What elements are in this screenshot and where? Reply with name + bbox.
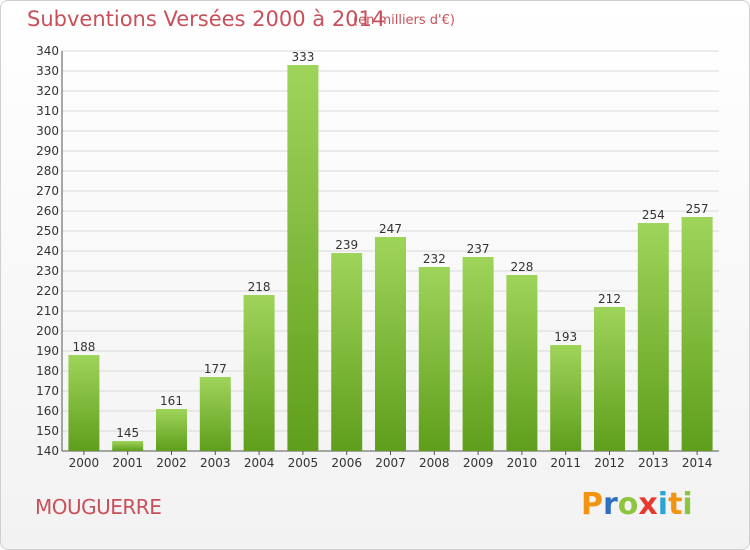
chart-unit-label: (en milliers d'€) [353, 13, 455, 28]
x-tick-label: 2000 [69, 456, 100, 470]
y-tick-label: 160 [36, 404, 59, 418]
x-tick-label: 2003 [200, 456, 231, 470]
data-label-2014: 257 [686, 202, 709, 216]
y-tick-label: 300 [36, 124, 59, 138]
data-label-2000: 188 [72, 340, 95, 354]
bar-2004[interactable] [243, 295, 275, 451]
bar-2014[interactable] [681, 217, 713, 451]
bar-2002[interactable] [156, 409, 187, 451]
x-tick-label: 2004 [244, 456, 275, 470]
y-tick-label: 180 [36, 364, 59, 378]
bar-2009[interactable] [462, 257, 494, 451]
data-label-2009: 237 [467, 242, 490, 256]
data-label-2011: 193 [554, 330, 577, 344]
axes: 140 150 160 170 180 190 200 210 220 230 240 250 260 2… [36, 44, 719, 470]
data-label-2010: 228 [510, 260, 533, 274]
y-tick-label: 240 [36, 244, 59, 258]
y-tick-label: 320 [36, 84, 59, 98]
data-label-2006: 239 [335, 238, 358, 252]
bar-2005[interactable] [287, 65, 319, 451]
data-label-2001: 145 [116, 426, 139, 440]
data-label-2002: 161 [160, 394, 183, 408]
data-label-2013: 254 [642, 208, 665, 222]
data-labels: 188 145 161 177 218 333 239 247 232 237 228 193 212 2… [72, 50, 708, 440]
chart-title: Subventions Versées 2000 à 2014 [27, 7, 386, 31]
bar-2010[interactable] [506, 275, 538, 451]
x-tick-label: 2006 [331, 456, 362, 470]
bar-2006[interactable] [331, 253, 363, 451]
y-tick-label: 340 [36, 44, 59, 58]
bar-2011[interactable] [550, 345, 582, 451]
bar-2012[interactable] [594, 307, 625, 451]
y-tick-label: 330 [36, 64, 59, 78]
bar-2007[interactable] [375, 237, 406, 451]
x-tick-label: 2008 [419, 456, 450, 470]
data-label-2005: 333 [291, 50, 314, 64]
y-tick-label: 230 [36, 264, 59, 278]
y-tick-label: 140 [36, 444, 59, 458]
y-tick-label: 210 [36, 304, 59, 318]
data-label-2004: 218 [248, 280, 271, 294]
x-tick-label: 2007 [375, 456, 406, 470]
bar-2001[interactable] [112, 441, 144, 451]
y-tick-label: 150 [36, 424, 59, 438]
y-tick-label: 290 [36, 144, 59, 158]
y-tick-label: 170 [36, 384, 59, 398]
x-tick-label: 2011 [550, 456, 581, 470]
y-tick-label: 270 [36, 184, 59, 198]
data-label-2012: 212 [598, 292, 621, 306]
x-tick-label: 2013 [638, 456, 669, 470]
y-tick-label: 200 [36, 324, 59, 338]
bar-2000[interactable] [68, 355, 100, 451]
y-tick-label: 220 [36, 284, 59, 298]
data-label-2003: 177 [204, 362, 227, 376]
bar-2003[interactable] [199, 377, 231, 451]
y-tick-label: 250 [36, 224, 59, 238]
x-tick-label: 2010 [507, 456, 538, 470]
bar-2008[interactable] [418, 267, 450, 451]
x-tick-label: 2012 [594, 456, 625, 470]
proxiti-logo[interactable]: Proxiti [581, 487, 693, 522]
x-tick-label: 2014 [682, 456, 713, 470]
data-label-2007: 247 [379, 222, 402, 236]
x-tick-label: 2001 [112, 456, 143, 470]
x-tick-label: 2009 [463, 456, 494, 470]
bars [68, 65, 713, 451]
x-tick-label: 2005 [288, 456, 319, 470]
y-tick-label: 260 [36, 204, 59, 218]
y-tick-label: 280 [36, 164, 59, 178]
bar-2013[interactable] [637, 223, 669, 451]
x-tick-label: 2002 [156, 456, 187, 470]
y-tick-label: 190 [36, 344, 59, 358]
data-label-2008: 232 [423, 252, 446, 266]
y-tick-label: 310 [36, 104, 59, 118]
commune-name: MOUGUERRE [35, 495, 162, 519]
